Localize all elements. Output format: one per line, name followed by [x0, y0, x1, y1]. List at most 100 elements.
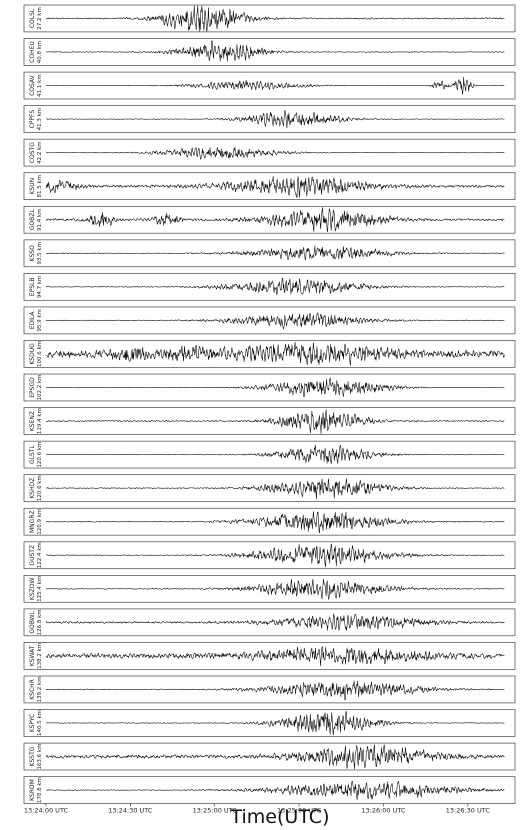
panel-frame — [23, 675, 516, 704]
distance-label: 94.7 km — [37, 276, 43, 299]
waveform-trace — [45, 312, 505, 330]
trace-panel: KSSTG 163.6 km — [23, 742, 516, 771]
x-axis: 13:24:00 UTC 13:24:30 UTC 13:25:00 UTC 13:2… — [24, 803, 491, 815]
station-label: GOBZL — [29, 209, 36, 231]
distance-label: 42.2 km — [37, 141, 43, 164]
panel-frame — [23, 574, 516, 603]
waveform-trace — [45, 646, 505, 667]
trace-panel: EPSLB 94.7 km — [23, 273, 516, 301]
distance-label: 140.5 km — [37, 710, 43, 736]
waveform-trace — [45, 110, 505, 129]
waveform-trace — [45, 245, 505, 261]
distance-label: 100.6 km — [37, 341, 43, 367]
waveform-trace — [45, 744, 505, 770]
station-label: GUSTZ — [29, 545, 36, 566]
waveform-trace — [45, 377, 505, 398]
station-label: KSSO — [29, 245, 36, 262]
station-label: KSZOW — [29, 577, 36, 600]
station-label: KSENZ — [29, 411, 36, 431]
station-label: EPSGD — [29, 377, 36, 398]
panel-frame — [23, 273, 516, 301]
waveform-trace — [45, 478, 505, 500]
panel-frame — [23, 105, 516, 133]
station-label: GOBWL — [29, 610, 36, 633]
distance-label: 120.6 km — [37, 442, 43, 468]
panel-frame — [23, 38, 516, 66]
waveform-trace — [45, 711, 505, 736]
trace-panel: EPSGD 102.2 km — [23, 373, 516, 402]
distance-label: 41.3 km — [37, 108, 43, 131]
distance-label: 126.8 km — [37, 609, 43, 635]
station-label: KSPYC — [29, 714, 36, 733]
x-tick-label: 13:26:00 UTC — [361, 807, 406, 815]
panel-frame — [23, 205, 516, 234]
trace-panel: KSPYC 140.5 km — [23, 709, 516, 737]
panel-frame — [23, 642, 516, 670]
distance-label: 119.4 km — [37, 408, 43, 434]
waveform-trace — [45, 277, 505, 295]
waveform-trace — [45, 5, 505, 32]
station-label: EDILA — [29, 311, 36, 330]
panel-frame — [23, 541, 516, 570]
distance-label: 120.9 km — [37, 509, 43, 535]
panel-frame — [23, 776, 516, 804]
panel-frame — [23, 507, 516, 536]
panel-frame — [23, 4, 516, 33]
trace-panel: COSTG 42.2 km — [23, 138, 516, 167]
waveform-trace — [45, 578, 505, 600]
x-tick-label: 13:24:00 UTC — [24, 807, 69, 815]
x-tick-label: 13:25:00 UTC — [193, 807, 238, 815]
distance-label: 95.9 km — [37, 309, 43, 332]
waveform-trace — [45, 40, 505, 62]
distance-label: 27.2 km — [37, 7, 43, 30]
trace-panel: GOBWL 126.8 km — [23, 608, 516, 637]
waveform-trace — [45, 341, 505, 366]
panel-frame — [23, 474, 516, 502]
waveform-trace — [45, 207, 505, 233]
trace-panel: KSHDZ 120.6 km — [23, 474, 516, 502]
distance-label: 178.8 km — [37, 777, 43, 803]
waveform-trace — [45, 76, 505, 95]
station-label: GLSTL — [29, 445, 36, 464]
trace-panel: KSROM 178.8 km — [23, 776, 516, 804]
trace-panel: COHEU 40.8 km — [23, 38, 516, 66]
x-tick-label: 13:24:30 UTC — [108, 807, 153, 815]
panel-frame — [23, 608, 516, 637]
panel-frame — [23, 239, 516, 268]
waveform-trace — [45, 543, 505, 568]
station-label: COLSL — [29, 8, 36, 28]
trace-panel: MNGRZ 120.9 km — [23, 507, 516, 536]
station-label: KSUN — [29, 178, 36, 195]
panel-frame — [23, 709, 516, 737]
station-label: KSDUG — [29, 343, 36, 365]
distance-label: 122.4 km — [37, 542, 43, 568]
station-label: KSROM — [29, 779, 36, 801]
panel-frame — [23, 742, 516, 771]
x-tick-label: 13:26:30 UTC — [446, 807, 491, 815]
waveform-trace — [45, 146, 505, 160]
trace-panel: KSWAT 138.2 km — [23, 642, 516, 670]
distance-label: 81.5 km — [37, 175, 43, 198]
panel-frame — [23, 71, 516, 100]
station-label: KSHDZ — [29, 478, 36, 499]
station-label: KSSTG — [29, 746, 36, 766]
waveform-trace — [45, 780, 505, 801]
panel-frame — [23, 138, 516, 167]
distance-label: 93.5 km — [37, 242, 43, 265]
panel-frame — [23, 407, 516, 435]
trace-panel: COLSL 27.2 km — [23, 4, 516, 33]
trace-panels: COLSL 27.2 km COHEU 40.8 km COSAV 41.1 km CPPF… — [23, 4, 516, 804]
trace-panel: KSSO 93.5 km — [23, 239, 516, 268]
trace-panel: EDILA 95.9 km — [23, 306, 516, 335]
trace-panel: CPPFS 41.3 km — [23, 105, 516, 133]
trace-panel: KSDUG 100.6 km — [23, 340, 516, 368]
station-label: MNGRZ — [29, 510, 36, 533]
x-axis-title: Time(UTC) — [230, 806, 330, 828]
station-label: COHEU — [29, 41, 36, 63]
station-label: EPSLB — [29, 278, 36, 297]
trace-panel: GLSTL 120.6 km — [23, 440, 516, 469]
distance-label: 139.2 km — [37, 676, 43, 702]
panel-frame — [23, 172, 516, 200]
station-label: KSCHR — [29, 679, 36, 700]
